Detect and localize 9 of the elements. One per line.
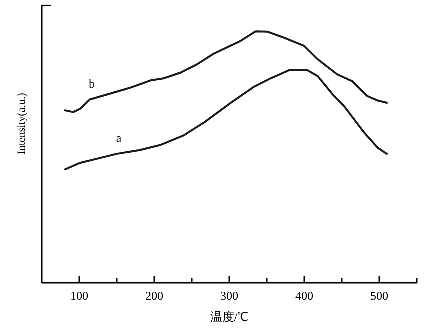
- x-tick-label: 300: [220, 289, 238, 303]
- series-label: a: [116, 131, 122, 146]
- x-tick-label: 200: [146, 289, 164, 303]
- x-axis-title: 温度/℃: [210, 310, 249, 324]
- series-label: b: [89, 76, 95, 91]
- y-axis-title: Intensity(a.u.): [16, 92, 28, 155]
- x-tick-label: 500: [370, 289, 388, 303]
- x-tick-label: 100: [70, 289, 88, 303]
- x-tick-label: 400: [296, 289, 314, 303]
